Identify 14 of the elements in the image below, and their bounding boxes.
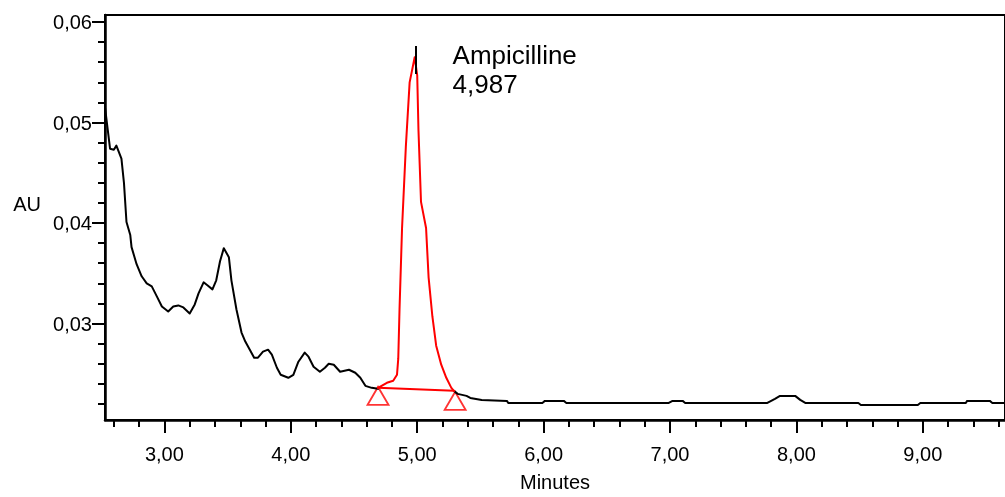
x-tick-label: 7,00 [650, 443, 690, 465]
y-tick-label: 0,03 [53, 312, 92, 335]
x-tick-label: 9,00 [903, 443, 943, 465]
y-tick-label: 0,06 [53, 11, 92, 34]
y-tick-label: 0,04 [53, 212, 92, 235]
x-tick-label: 4,00 [271, 443, 311, 465]
x-axis-title: Minutes [519, 471, 591, 493]
x-tick-label: 3,00 [144, 443, 184, 465]
annotation: Ampicilline 4,987 [452, 40, 577, 100]
y-tick-label: 0,05 [53, 111, 92, 134]
x-tick-label: 6,00 [524, 443, 564, 465]
x-tick-label: 5,00 [397, 443, 437, 465]
x-tick-label: 8,00 [776, 443, 816, 465]
y-axis-title: AU [13, 192, 41, 215]
